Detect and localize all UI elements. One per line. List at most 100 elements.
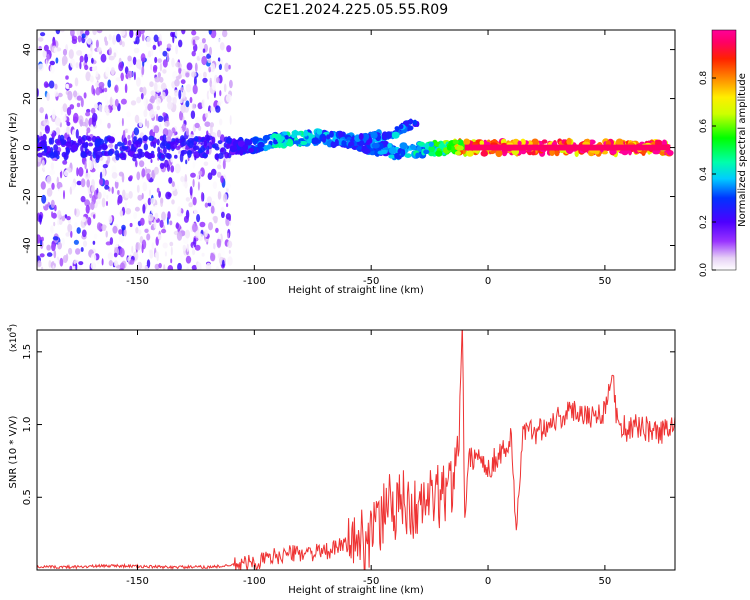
heatmap-cell [195, 230, 200, 238]
heatmap-cell [134, 114, 140, 124]
heatmap-cell [152, 44, 157, 51]
heatmap-cell [257, 141, 265, 148]
heatmap-cell [162, 69, 167, 74]
heatmap-cell [53, 144, 58, 152]
heatmap-cell [45, 145, 52, 154]
heatmap-cell [107, 122, 111, 129]
heatmap-cell [204, 229, 208, 238]
heatmap-cell [362, 132, 370, 141]
heatmap-cell [217, 252, 222, 259]
heatmap-cell [130, 100, 137, 106]
heatmap-cell [207, 58, 212, 64]
heatmap-cell [222, 259, 225, 268]
spectrogram-y-tick-label: 40 [22, 43, 33, 56]
heatmap-cell [141, 243, 144, 254]
heatmap-cell [211, 80, 216, 91]
heatmap-cell [210, 62, 216, 73]
heatmap-cell [206, 130, 209, 136]
heatmap-cell [226, 203, 229, 208]
heatmap-cell [37, 137, 40, 144]
heatmap-cell [358, 133, 364, 140]
heatmap-cell [50, 162, 55, 171]
heatmap-cell [82, 142, 89, 149]
heatmap-cell [37, 260, 42, 267]
heatmap-cell [158, 262, 162, 269]
heatmap-cell [76, 227, 81, 234]
heatmap-cell [155, 133, 159, 141]
heatmap-cell [197, 181, 200, 191]
heatmap-cell [203, 161, 209, 167]
heatmap-cell [65, 75, 69, 80]
heatmap-cell [223, 83, 227, 93]
heatmap-cell [135, 36, 140, 45]
heatmap-cell [217, 171, 222, 178]
heatmap-cell [118, 171, 124, 177]
heatmap-cell [371, 142, 380, 149]
heatmap-cell [217, 191, 222, 200]
heatmap-cell [119, 247, 125, 258]
heatmap-cell [118, 234, 125, 243]
heatmap-cell [85, 111, 91, 117]
heatmap-cell [164, 120, 170, 127]
heatmap-cell [180, 149, 188, 155]
heatmap-cell [90, 43, 93, 52]
heatmap-cell [90, 201, 95, 211]
heatmap-cell [216, 77, 220, 84]
heatmap-cell [78, 261, 84, 266]
heatmap-cell [150, 197, 156, 205]
heatmap-cell [438, 142, 446, 150]
heatmap-cell [215, 227, 219, 233]
heatmap-cell [202, 48, 206, 53]
heatmap-cell [129, 175, 133, 180]
heatmap-cell [321, 135, 327, 143]
heatmap-cell [192, 196, 197, 206]
heatmap-cell [229, 145, 238, 151]
heatmap-cell [216, 129, 222, 138]
heatmap-cell [311, 137, 319, 145]
heatmap-cell [169, 241, 174, 247]
heatmap-cell [43, 44, 49, 52]
heatmap-cell [137, 194, 143, 201]
heatmap-cell [146, 54, 149, 64]
heatmap-cell [155, 236, 159, 246]
heatmap-cell [71, 144, 78, 152]
heatmap-cell [187, 150, 192, 158]
heatmap-cell [204, 134, 210, 142]
heatmap-cell [423, 149, 430, 155]
heatmap-cell [181, 123, 187, 132]
heatmap-cell [466, 150, 474, 157]
heatmap-cell [228, 64, 231, 70]
heatmap-cell [154, 93, 157, 100]
heatmap-cell [287, 140, 294, 147]
heatmap-cell [205, 262, 212, 270]
heatmap-cell [81, 229, 87, 238]
heatmap-cell [186, 62, 193, 71]
heatmap-cell [171, 199, 175, 205]
heatmap-cell [455, 145, 464, 151]
heatmap-cell [127, 139, 132, 146]
heatmap-cell [42, 167, 46, 173]
heatmap-cell [132, 56, 137, 66]
heatmap-cell [210, 168, 217, 176]
heatmap-cell [122, 189, 126, 199]
heatmap-cell [97, 191, 102, 200]
heatmap-cell [140, 92, 144, 100]
heatmap-cell [114, 143, 118, 150]
heatmap-cell [108, 195, 112, 206]
heatmap-cell [110, 79, 115, 87]
heatmap-cell [85, 71, 91, 82]
heatmap-cell [209, 122, 214, 128]
heatmap-cell [171, 181, 175, 188]
heatmap-cell [158, 40, 162, 46]
heatmap-cell [191, 50, 196, 57]
heatmap-cell [454, 151, 462, 156]
heatmap-cell [169, 220, 173, 226]
heatmap-cell [150, 159, 153, 163]
snr-y-tick-label: 0.5 [22, 489, 33, 505]
heatmap-cell [208, 222, 213, 231]
heatmap-cell [110, 67, 115, 76]
heatmap-cell [127, 134, 131, 140]
heatmap-cell [133, 127, 140, 136]
heatmap-cell [219, 90, 222, 97]
spectrogram-x-tick-label: -50 [363, 276, 379, 287]
